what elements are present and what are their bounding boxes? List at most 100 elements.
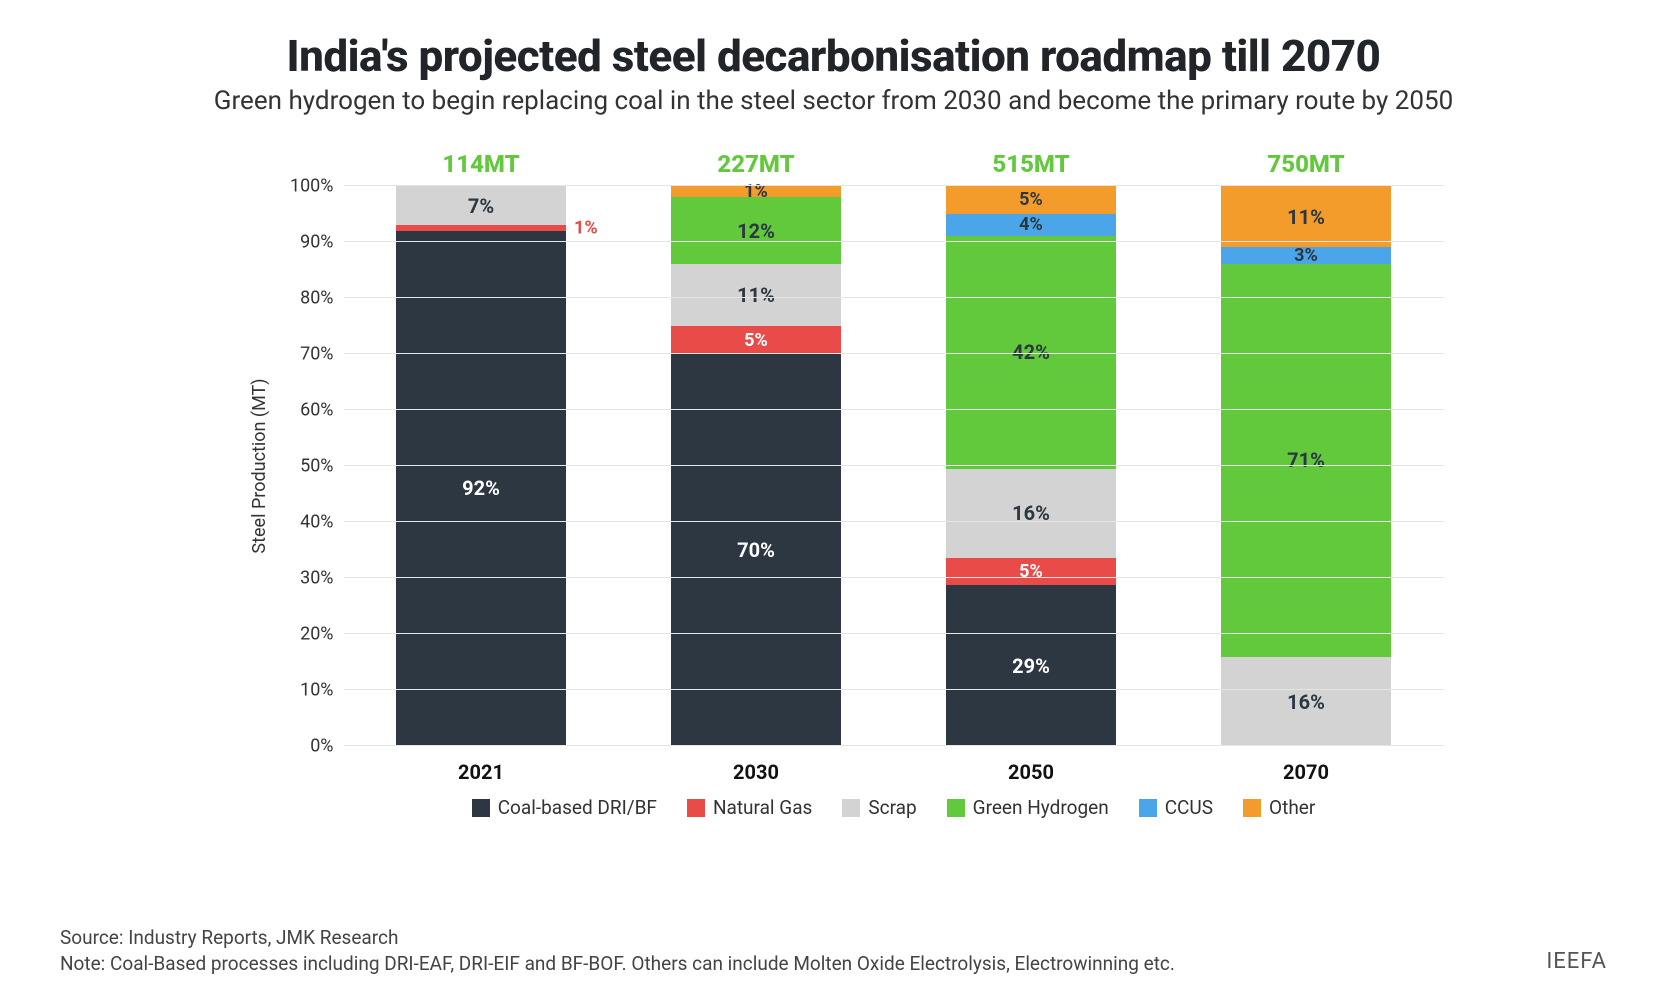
- bars-group: 114MT92%1%7%2021227MT70%5%11%12%1%203051…: [344, 186, 1444, 746]
- bar-segment-gh2: 12%: [671, 197, 841, 264]
- note-line: Note: Coal-Based processes including DRI…: [60, 951, 1607, 978]
- legend: Coal-based DRI/BF Natural Gas Scrap Green H…: [344, 796, 1444, 819]
- segment-value-label: 29%: [1012, 654, 1050, 678]
- chart-footer: Source: Industry Reports, JMK Research N…: [60, 925, 1607, 978]
- legend-swatch: [947, 799, 965, 817]
- legend-label: Natural Gas: [713, 796, 812, 819]
- bar-column: 114MT92%1%7%2021: [396, 186, 566, 746]
- y-tick-label: 50%: [300, 456, 343, 477]
- legend-item-ccus: CCUS: [1139, 796, 1213, 819]
- bar-total-label: 515MT: [992, 150, 1069, 178]
- legend-label: CCUS: [1165, 796, 1213, 819]
- bar-stack: 92% 1% 7%: [396, 186, 566, 746]
- gridline: [344, 689, 1444, 690]
- bar-segment-gas: 5%: [946, 558, 1116, 586]
- legend-item-scrap: Scrap: [842, 796, 916, 819]
- legend-swatch: [472, 799, 490, 817]
- legend-label: Other: [1269, 796, 1315, 819]
- x-tick-label: 2070: [1283, 760, 1329, 784]
- y-tick-label: 30%: [300, 568, 343, 589]
- bar-segment-other: 5%: [946, 186, 1116, 214]
- bar-segment-gh2: 71%: [1221, 264, 1391, 658]
- chart-title: India's projected steel decarbonisation …: [60, 30, 1607, 82]
- legend-item-gas: Natural Gas: [687, 796, 812, 819]
- legend-label: Green Hydrogen: [973, 796, 1109, 819]
- segment-value-label: 1%: [574, 218, 598, 239]
- bar-total-label: 114MT: [442, 150, 519, 178]
- gridline: [344, 409, 1444, 410]
- y-tick-label: 40%: [300, 512, 343, 533]
- legend-swatch: [1243, 799, 1261, 817]
- bar-segment-gas: 5%: [671, 326, 841, 354]
- bar-segment-coal: 70%: [671, 354, 841, 746]
- segment-value-label: 11%: [1287, 205, 1325, 229]
- x-tick-label: 2021: [458, 760, 504, 784]
- y-tick-label: 100%: [290, 176, 344, 197]
- x-tick-label: 2050: [1008, 760, 1054, 784]
- y-tick-label: 80%: [300, 288, 343, 309]
- gridline: [344, 185, 1444, 186]
- brand-label: IEEFA: [1546, 947, 1607, 978]
- bar-stack: 70% 5% 11% 12% 1%: [671, 186, 841, 746]
- source-line: Source: Industry Reports, JMK Research: [60, 925, 1607, 952]
- bar-total-label: 227MT: [717, 150, 794, 178]
- segment-value-label: 11%: [737, 283, 775, 307]
- bar-segment-ccus: 3%: [1221, 247, 1391, 264]
- segment-value-label: 5%: [744, 330, 768, 351]
- gridline: [344, 241, 1444, 242]
- legend-item-other: Other: [1243, 796, 1315, 819]
- gridline: [344, 745, 1444, 746]
- bar-segment-other: 11%: [1221, 186, 1391, 247]
- y-tick-label: 0%: [310, 736, 343, 757]
- bar-column: 515MT29%5%16%42%4%5%2050: [946, 186, 1116, 746]
- y-tick-label: 10%: [300, 680, 343, 701]
- legend-swatch: [842, 799, 860, 817]
- y-tick-label: 60%: [300, 400, 343, 421]
- bar-segment-gas: 1%: [396, 225, 566, 231]
- bar-segment-coal: 92%: [396, 231, 566, 746]
- gridline: [344, 521, 1444, 522]
- bar-segment-scrap: 7%: [396, 186, 566, 225]
- gridline: [344, 297, 1444, 298]
- bar-column: 750MT16%71%3%11%2070: [1221, 186, 1391, 746]
- gridline: [344, 353, 1444, 354]
- bar-segment-other: 1%: [671, 186, 841, 197]
- bar-stack: 16% 71% 3% 11%: [1221, 186, 1391, 746]
- segment-value-label: 5%: [1019, 561, 1043, 582]
- gridline: [344, 465, 1444, 466]
- y-tick-label: 70%: [300, 344, 343, 365]
- segment-value-label: 70%: [737, 538, 775, 562]
- legend-label: Coal-based DRI/BF: [498, 796, 657, 819]
- bar-column: 227MT70%5%11%12%1%2030: [671, 186, 841, 746]
- chart-subtitle: Green hydrogen to begin replacing coal i…: [60, 86, 1607, 116]
- bar-segment-ccus: 4%: [946, 214, 1116, 236]
- segment-value-label: 12%: [737, 219, 775, 243]
- legend-item-gh2: Green Hydrogen: [947, 796, 1109, 819]
- y-axis-label: Steel Production (MT): [249, 378, 270, 553]
- chart-area: Steel Production (MT) 114MT 92% 1% 7% 2021 22…: [134, 146, 1534, 826]
- x-tick-label: 2030: [733, 760, 779, 784]
- bar-total-label: 750MT: [1267, 150, 1344, 178]
- legend-swatch: [687, 799, 705, 817]
- plot-area: 114MT92%1%7%2021227MT70%5%11%12%1%203051…: [344, 186, 1444, 746]
- segment-value-label: 16%: [1287, 690, 1325, 714]
- legend-swatch: [1139, 799, 1157, 817]
- y-tick-label: 90%: [300, 232, 343, 253]
- segment-value-label: 3%: [1294, 245, 1318, 266]
- bar-stack: 29%5%16%42%4%5%: [946, 186, 1116, 746]
- bar-segment-coal: 29%: [946, 585, 1116, 746]
- chart-container: India's projected steel decarbonisation …: [0, 0, 1667, 1000]
- bar-segment-scrap: 11%: [671, 264, 841, 326]
- segment-value-label: 4%: [1019, 214, 1043, 235]
- y-tick-label: 20%: [300, 624, 343, 645]
- bar-segment-scrap: 16%: [1221, 657, 1391, 746]
- segment-value-label: 71%: [1287, 448, 1325, 472]
- segment-value-label: 7%: [468, 194, 494, 218]
- gridline: [344, 577, 1444, 578]
- bar-segment-scrap: 16%: [946, 469, 1116, 558]
- segment-value-label: 92%: [462, 476, 500, 500]
- legend-item-coal: Coal-based DRI/BF: [472, 796, 657, 819]
- gridline: [344, 633, 1444, 634]
- legend-label: Scrap: [868, 796, 916, 819]
- segment-value-label: 5%: [1019, 189, 1043, 210]
